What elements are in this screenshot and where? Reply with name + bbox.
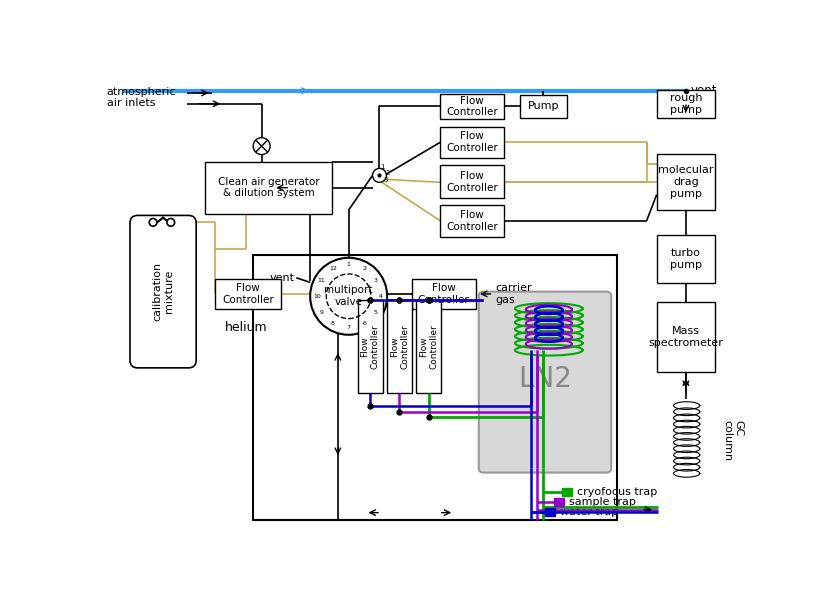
Circle shape [310,258,387,335]
Text: 8: 8 [331,321,335,326]
Text: 12: 12 [329,266,337,271]
FancyBboxPatch shape [545,508,555,516]
Text: carrier
gas: carrier gas [495,283,532,305]
Text: valve: valve [335,297,363,306]
Circle shape [149,218,157,226]
FancyBboxPatch shape [562,488,572,496]
Text: Flow
Controller: Flow Controller [446,210,498,232]
Text: multiport: multiport [325,285,373,295]
Text: Mass
spectrometer: Mass spectrometer [649,326,724,348]
Text: LN2: LN2 [518,365,572,393]
FancyBboxPatch shape [130,215,196,368]
FancyBboxPatch shape [519,94,567,117]
Text: vent: vent [690,84,717,97]
FancyBboxPatch shape [358,300,383,393]
Text: 7: 7 [347,325,351,330]
Text: 1: 1 [347,262,351,267]
Text: 9: 9 [319,309,323,314]
Text: vent: vent [269,273,295,283]
Text: 4: 4 [379,294,383,299]
Text: atmospheric
air inlets: atmospheric air inlets [107,87,177,108]
Text: 6: 6 [362,321,366,326]
Text: Flow
Controller: Flow Controller [419,324,439,368]
Text: 1: 1 [380,164,385,170]
Text: Flow
Controller: Flow Controller [446,131,498,153]
FancyBboxPatch shape [554,498,564,506]
FancyBboxPatch shape [440,94,504,119]
FancyBboxPatch shape [440,205,504,237]
Text: 3: 3 [374,278,378,283]
Text: Flow
Controller: Flow Controller [361,324,380,368]
FancyBboxPatch shape [216,279,281,309]
Text: Flow
Controller: Flow Controller [222,283,274,305]
Text: 2: 2 [362,266,366,271]
Text: Flow
Controller: Flow Controller [446,95,498,117]
Text: cryofocus trap: cryofocus trap [576,487,657,497]
Text: turbo
pump: turbo pump [670,249,702,270]
FancyBboxPatch shape [412,279,475,309]
Text: helium: helium [225,320,268,334]
FancyBboxPatch shape [440,165,504,198]
Text: Flow
Controller: Flow Controller [446,171,498,193]
FancyBboxPatch shape [657,302,716,371]
Text: Pump: Pump [527,101,559,111]
FancyBboxPatch shape [657,154,716,210]
Text: water trap: water trap [559,507,618,517]
Text: Flow
Controller: Flow Controller [418,283,470,305]
FancyBboxPatch shape [657,90,716,117]
Text: Flow
Controller: Flow Controller [390,324,409,368]
Text: molecular
drag
pump: molecular drag pump [659,165,714,199]
FancyBboxPatch shape [205,162,332,214]
FancyBboxPatch shape [657,235,716,283]
Text: calibration
mixture: calibration mixture [152,262,174,321]
Circle shape [373,168,387,182]
Text: 11: 11 [317,278,325,283]
Text: GC
column: GC column [722,421,744,461]
Circle shape [253,137,270,154]
Text: sample trap: sample trap [569,497,636,507]
Circle shape [167,218,175,226]
FancyBboxPatch shape [479,292,611,472]
Text: 2: 2 [386,170,390,176]
Text: 3: 3 [383,176,387,182]
Text: Clean air generator
& dilution system: Clean air generator & dilution system [218,177,320,198]
Text: 10: 10 [313,294,321,299]
Text: 5: 5 [374,309,378,314]
Text: rough
pump: rough pump [670,93,702,114]
FancyBboxPatch shape [417,300,441,393]
FancyBboxPatch shape [440,127,504,157]
FancyBboxPatch shape [387,300,412,393]
